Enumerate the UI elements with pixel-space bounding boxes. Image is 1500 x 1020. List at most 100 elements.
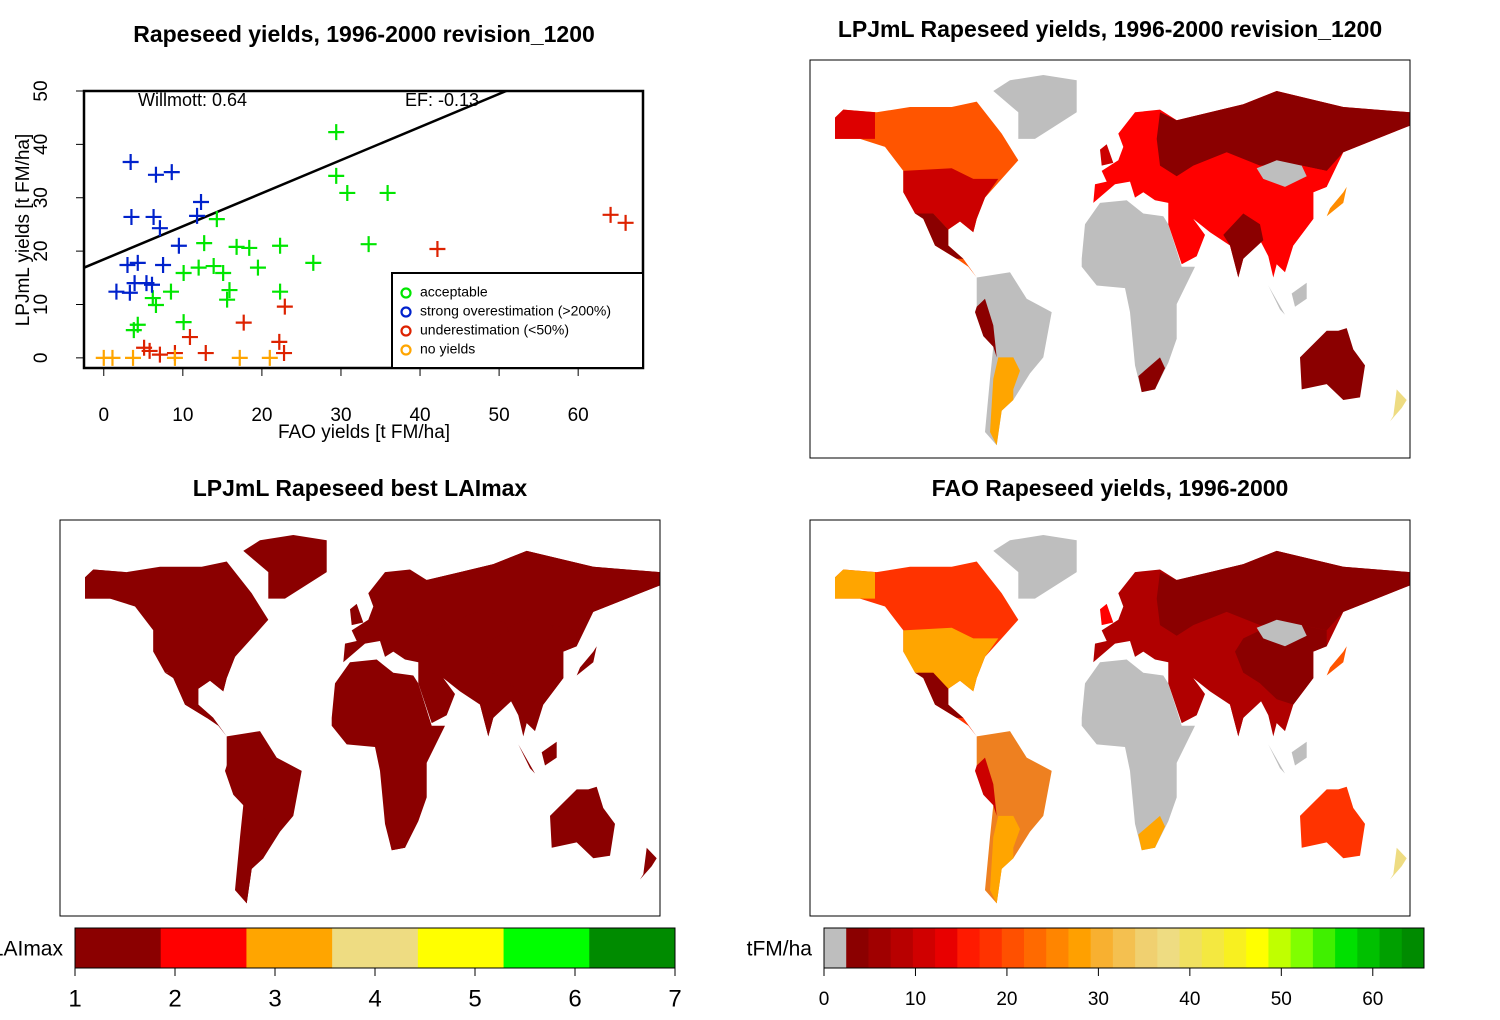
point xyxy=(166,349,183,366)
point xyxy=(162,283,179,300)
region xyxy=(85,569,125,599)
point xyxy=(272,237,289,254)
region xyxy=(1100,144,1114,166)
point xyxy=(208,211,225,228)
colorbar-segment xyxy=(979,928,1003,968)
point xyxy=(170,237,187,254)
point xyxy=(163,164,180,181)
point xyxy=(360,236,377,253)
region xyxy=(1390,847,1407,880)
colorbar-segment xyxy=(1290,928,1314,968)
colorbar-segment xyxy=(1157,928,1181,968)
colorbar-label: tFM/ha xyxy=(747,938,813,961)
y-tick-label: 40 xyxy=(31,134,52,155)
point xyxy=(197,345,214,362)
region xyxy=(1326,186,1347,217)
point xyxy=(249,259,266,276)
colorbar-segment xyxy=(1068,928,1092,968)
point xyxy=(205,258,222,275)
colorbar-segment xyxy=(1335,928,1358,968)
point xyxy=(151,346,168,363)
point xyxy=(125,349,142,366)
region xyxy=(240,815,270,904)
region xyxy=(1100,603,1114,626)
x-tick-label: 40 xyxy=(409,405,430,426)
colorbar-segment xyxy=(957,928,981,968)
fit-line xyxy=(84,91,510,269)
point xyxy=(429,240,446,257)
point xyxy=(272,283,289,300)
region xyxy=(506,619,557,647)
map-frame xyxy=(809,519,1411,917)
colorbar-segment xyxy=(246,928,333,968)
point xyxy=(175,264,192,281)
region xyxy=(350,603,364,626)
x-tick-label: 30 xyxy=(330,405,351,426)
point xyxy=(147,166,164,183)
point xyxy=(122,153,139,170)
point xyxy=(602,206,619,223)
region xyxy=(1156,550,1410,636)
point xyxy=(328,124,345,141)
colorbar-tick-label: 30 xyxy=(1088,989,1109,1010)
colorbar-segment xyxy=(589,928,676,968)
region xyxy=(1300,328,1365,400)
region xyxy=(388,815,415,851)
colorbar-segment xyxy=(824,928,847,968)
region xyxy=(153,627,249,692)
point xyxy=(219,291,236,308)
point xyxy=(125,322,142,339)
region xyxy=(993,75,1077,139)
colorbar-tick-label: 6 xyxy=(568,985,581,1012)
region xyxy=(1291,282,1307,307)
region xyxy=(225,757,247,816)
point xyxy=(190,259,207,276)
colorbar-segment xyxy=(1179,928,1203,968)
colorbar-tick-label: 5 xyxy=(468,985,481,1012)
colorbar-segment xyxy=(1268,928,1292,968)
point xyxy=(175,314,192,331)
chart-title: LPJmL Rapeseed best LAImax xyxy=(193,475,528,501)
region xyxy=(990,815,1020,904)
colorbar-segment xyxy=(890,928,914,968)
colorbar-tick-label: 7 xyxy=(668,985,681,1012)
region xyxy=(1291,741,1307,766)
colorbar-label: LAImax xyxy=(0,938,63,961)
colorbar-segment xyxy=(1112,928,1136,968)
colorbar-segment xyxy=(912,928,936,968)
colorbar-segment xyxy=(1312,928,1336,968)
region xyxy=(1235,625,1327,705)
legend-label: no yields xyxy=(420,341,475,357)
colorbar-tick-label: 50 xyxy=(1271,989,1292,1010)
region xyxy=(473,672,514,737)
region xyxy=(1138,357,1165,393)
region xyxy=(1256,619,1307,647)
region xyxy=(1235,165,1327,246)
colorbar-segment xyxy=(868,928,892,968)
legend-label: strong overestimation (>200%) xyxy=(420,303,611,319)
point xyxy=(196,235,213,252)
region xyxy=(903,168,999,233)
region xyxy=(835,569,875,599)
colorbar-segment xyxy=(1135,928,1158,968)
y-tick-label: 30 xyxy=(31,187,52,208)
region xyxy=(541,741,557,766)
point xyxy=(339,184,356,201)
region xyxy=(990,357,1020,446)
region xyxy=(1081,200,1195,393)
point xyxy=(276,298,293,315)
chart-title: Rapeseed yields, 1996-2000 revision_1200 xyxy=(133,21,595,47)
x-tick-label: 0 xyxy=(98,405,109,426)
colorbar-segment xyxy=(1401,928,1425,968)
plot-area xyxy=(84,91,634,366)
region xyxy=(1156,91,1410,177)
region xyxy=(1268,744,1285,774)
map-land xyxy=(835,75,1410,446)
chart-title: FAO Rapeseed yields, 1996-2000 xyxy=(932,475,1289,501)
x-tick-label: 50 xyxy=(489,405,510,426)
point xyxy=(144,290,161,307)
region xyxy=(1390,389,1407,422)
point xyxy=(305,254,322,271)
point xyxy=(328,167,345,184)
colorbar-tick-label: 2 xyxy=(168,985,181,1012)
